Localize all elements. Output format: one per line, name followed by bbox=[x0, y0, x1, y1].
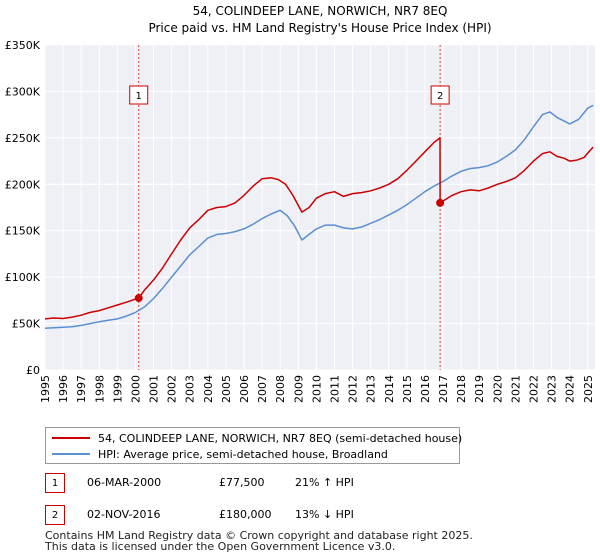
x-tick-label: 2024 bbox=[564, 375, 577, 403]
x-tick-label: 2016 bbox=[419, 375, 432, 403]
x-tick-label: 2021 bbox=[509, 375, 522, 403]
y-tick-label: £350K bbox=[5, 39, 41, 52]
x-tick-label: 2009 bbox=[292, 375, 305, 403]
legend-item-hpi: HPI: Average price, semi-detached house,… bbox=[46, 446, 388, 462]
sale-label-number: 2 bbox=[437, 91, 443, 102]
x-tick-label: 2015 bbox=[401, 375, 414, 403]
axis-ticks: £0 £50K £100K £150K £200K £250K £300K £350K 1995… bbox=[5, 39, 595, 403]
footer: Contains HM Land Registry data © Crown c… bbox=[45, 530, 473, 552]
x-tick-label: 2005 bbox=[220, 375, 233, 403]
x-tick-label: 2001 bbox=[148, 375, 161, 403]
y-tick-label: £250K bbox=[5, 132, 41, 145]
x-tick-label: 2000 bbox=[129, 375, 142, 403]
sale-label-box bbox=[430, 85, 450, 105]
x-tick-label: 2017 bbox=[437, 375, 450, 403]
sale-price: £180,000 bbox=[219, 508, 272, 521]
y-tick-label: £300K bbox=[5, 85, 41, 98]
legend: 54, COLINDEEP LANE, NORWICH, NR7 8EQ (se… bbox=[45, 427, 462, 464]
sale-point bbox=[134, 294, 143, 303]
x-tick-label: 2010 bbox=[310, 375, 323, 403]
sale-date: 02-NOV-2016 bbox=[87, 508, 161, 521]
property-price-line bbox=[44, 137, 594, 320]
sale-label-box bbox=[129, 85, 149, 105]
legend-label-hpi: HPI: Average price, semi-detached house,… bbox=[98, 447, 388, 461]
y-tick-label: £200K bbox=[5, 178, 41, 191]
x-tick-label: 2004 bbox=[202, 375, 215, 403]
series-lines bbox=[44, 104, 594, 329]
sale-row-2: 2 02-NOV-2016 £180,000 13% ↓ HPI bbox=[45, 505, 465, 525]
sale-label-number: 1 bbox=[136, 91, 142, 102]
chart-subtitle: Price paid vs. HM Land Registry's House … bbox=[148, 21, 491, 35]
x-tick-label: 1995 bbox=[39, 375, 52, 403]
x-tick-label: 2003 bbox=[184, 375, 197, 403]
y-tick-label: £150K bbox=[5, 225, 41, 238]
sale-points bbox=[134, 198, 445, 303]
x-tick-label: 2018 bbox=[455, 375, 468, 403]
x-tick-label: 2013 bbox=[365, 375, 378, 403]
x-tick-label: 1998 bbox=[93, 375, 106, 403]
y-tick-label: £50K bbox=[12, 318, 41, 331]
x-tick-label: 2019 bbox=[473, 375, 486, 403]
sale-price: £77,500 bbox=[219, 476, 265, 489]
x-tick-label: 2006 bbox=[238, 375, 251, 403]
footer-line-1: Contains HM Land Registry data © Crown c… bbox=[45, 529, 473, 542]
legend-item-property: 54, COLINDEEP LANE, NORWICH, NR7 8EQ (se… bbox=[46, 430, 462, 446]
hpi-line bbox=[44, 104, 594, 329]
x-tick-label: 2011 bbox=[328, 375, 341, 403]
sale-hpi-delta: 21% ↑ HPI bbox=[295, 476, 354, 489]
x-tick-label: 2020 bbox=[491, 375, 504, 403]
sale-badge: 1 bbox=[45, 473, 65, 493]
y-tick-label: £0 bbox=[26, 364, 40, 377]
sale-point bbox=[436, 198, 445, 207]
sale-hpi-delta: 13% ↓ HPI bbox=[295, 508, 354, 521]
x-tick-label: 2012 bbox=[347, 375, 360, 403]
x-tick-label: 1997 bbox=[75, 375, 88, 403]
x-tick-label: 2022 bbox=[527, 375, 540, 403]
legend-swatch-hpi bbox=[52, 453, 90, 455]
chart-title: 54, COLINDEEP LANE, NORWICH, NR7 8EQ bbox=[193, 4, 448, 18]
sale-badge: 2 bbox=[45, 505, 65, 525]
x-tick-label: 2023 bbox=[546, 375, 559, 403]
sale-date: 06-MAR-2000 bbox=[87, 476, 162, 489]
footer-line-2: This data is licensed under the Open Gov… bbox=[45, 540, 396, 553]
legend-swatch-property bbox=[52, 437, 90, 439]
grid-lines bbox=[44, 44, 595, 371]
x-tick-label: 2007 bbox=[256, 375, 269, 403]
x-tick-label: 2025 bbox=[582, 375, 595, 403]
x-tick-label: 2002 bbox=[166, 375, 179, 403]
x-tick-label: 2008 bbox=[274, 375, 287, 403]
legend-label-property: 54, COLINDEEP LANE, NORWICH, NR7 8EQ (se… bbox=[98, 431, 463, 445]
y-tick-label: £100K bbox=[5, 271, 41, 284]
sale-row-1: 1 06-MAR-2000 £77,500 21% ↑ HPI bbox=[45, 473, 465, 493]
price-chart: 54, COLINDEEP LANE, NORWICH, NR7 8EQ Pri… bbox=[5, 4, 595, 403]
plot-area bbox=[45, 45, 595, 370]
x-tick-label: 1996 bbox=[57, 375, 70, 403]
x-tick-label: 1999 bbox=[111, 375, 124, 403]
x-tick-label: 2014 bbox=[383, 375, 396, 403]
